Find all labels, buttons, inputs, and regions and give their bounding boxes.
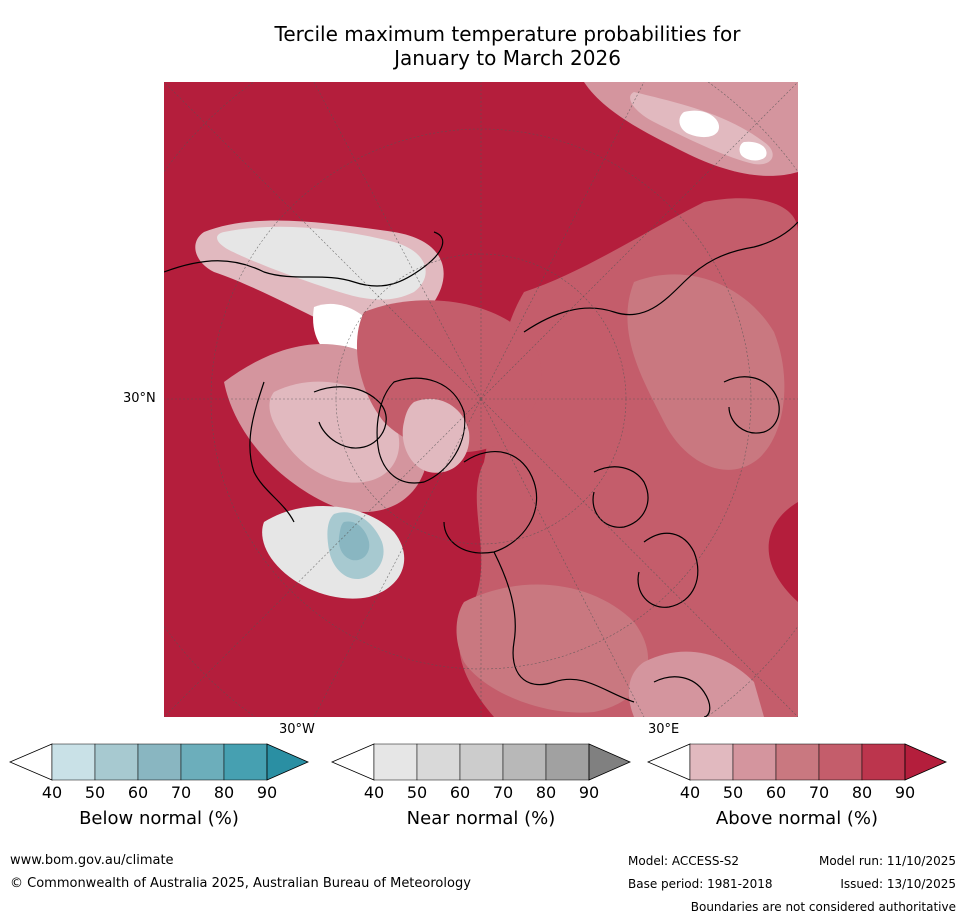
title-line-1: Tercile maximum temperature probabilitie… — [274, 22, 741, 46]
tick-near-90: 90 — [578, 783, 600, 802]
tick-above-50: 50 — [722, 783, 744, 802]
below-normal-cell-5 — [223, 743, 268, 781]
map-title: Tercile maximum temperature probabilitie… — [160, 22, 855, 70]
tick-below-40: 40 — [41, 783, 63, 802]
colorbar-label-below-normal: Below normal (%) — [79, 808, 239, 829]
above-normal-extend-min — [647, 743, 691, 781]
below-normal-cell-3 — [137, 743, 182, 781]
colorbar-near-normal — [331, 743, 631, 781]
lon-label-30w: 30°W — [279, 722, 315, 737]
ticks-near-normal: 40 50 60 70 80 90 — [331, 783, 631, 802]
region-asia-moderate — [627, 274, 785, 470]
near-normal-extend-min — [331, 743, 375, 781]
region-greenland-light — [402, 398, 470, 473]
near-normal-cell-3 — [459, 743, 504, 781]
tick-near-60: 60 — [449, 783, 471, 802]
title-line-2: January to March 2026 — [394, 46, 621, 70]
website-link[interactable]: www.bom.gov.au/climate — [10, 853, 174, 868]
colorbar-label-near-normal: Near normal (%) — [406, 808, 556, 829]
tick-above-40: 40 — [679, 783, 701, 802]
tick-near-70: 70 — [492, 783, 514, 802]
near-normal-cell-4 — [502, 743, 547, 781]
coastlines — [164, 221, 798, 717]
copyright-text: © Commonwealth of Australia 2025, Austra… — [10, 876, 471, 891]
model-text: Model: ACCESS-S2 — [628, 854, 740, 868]
tick-below-50: 50 — [84, 783, 106, 802]
graticule — [164, 82, 798, 717]
disclaimer-text: Boundaries are not considered authoritat… — [690, 900, 956, 914]
base-period-text: Base period: 1981-2018 — [628, 877, 773, 891]
lon-label-30e: 30°E — [648, 722, 680, 737]
tick-near-50: 50 — [406, 783, 428, 802]
above-normal-cell-3 — [775, 743, 820, 781]
near-normal-cell-1 — [373, 743, 418, 781]
probability-map — [164, 82, 798, 717]
tick-near-40: 40 — [363, 783, 385, 802]
region-alaska-near-normal — [217, 226, 426, 300]
tick-above-70: 70 — [808, 783, 830, 802]
ticks-above-normal: 40 50 60 70 80 90 — [647, 783, 947, 802]
region-arctic-white — [739, 141, 767, 161]
below-normal-extend-min — [9, 743, 53, 781]
region-arctic-medium — [356, 300, 542, 453]
tick-above-60: 60 — [765, 783, 787, 802]
region-mediterranean-moderate — [456, 584, 649, 713]
ticks-below-normal: 40 50 60 70 80 90 — [9, 783, 309, 802]
region-north-america-lighter — [269, 381, 400, 483]
tick-near-80: 80 — [535, 783, 557, 802]
model-run-text: Model run: 11/10/2025 — [818, 854, 956, 868]
region-siberia-white — [679, 110, 719, 138]
tick-below-60: 60 — [127, 783, 149, 802]
issued-text: Issued: 13/10/2025 — [840, 877, 956, 891]
above-normal-cell-5 — [861, 743, 906, 781]
below-normal-cell-1 — [51, 743, 96, 781]
above-normal-cell-1 — [689, 743, 734, 781]
above-normal-extend-max — [904, 743, 947, 781]
above-normal-cell-2 — [732, 743, 777, 781]
tick-above-90: 90 — [894, 783, 916, 802]
tick-below-80: 80 — [213, 783, 235, 802]
below-normal-extend-max — [266, 743, 309, 781]
region-southwest-below-normal-strong — [338, 521, 370, 561]
colorbar-label-above-normal: Above normal (%) — [715, 808, 879, 829]
tick-below-70: 70 — [170, 783, 192, 802]
lat-label-30n: 30°N — [123, 391, 156, 406]
near-normal-cell-5 — [545, 743, 590, 781]
colorbar-below-normal — [9, 743, 309, 781]
tick-below-90: 90 — [256, 783, 278, 802]
near-normal-extend-max — [588, 743, 631, 781]
above-normal-cell-4 — [818, 743, 863, 781]
below-normal-cell-2 — [94, 743, 139, 781]
colorbar-above-normal — [647, 743, 947, 781]
below-normal-cell-4 — [180, 743, 225, 781]
tick-above-80: 80 — [851, 783, 873, 802]
near-normal-cell-2 — [416, 743, 461, 781]
